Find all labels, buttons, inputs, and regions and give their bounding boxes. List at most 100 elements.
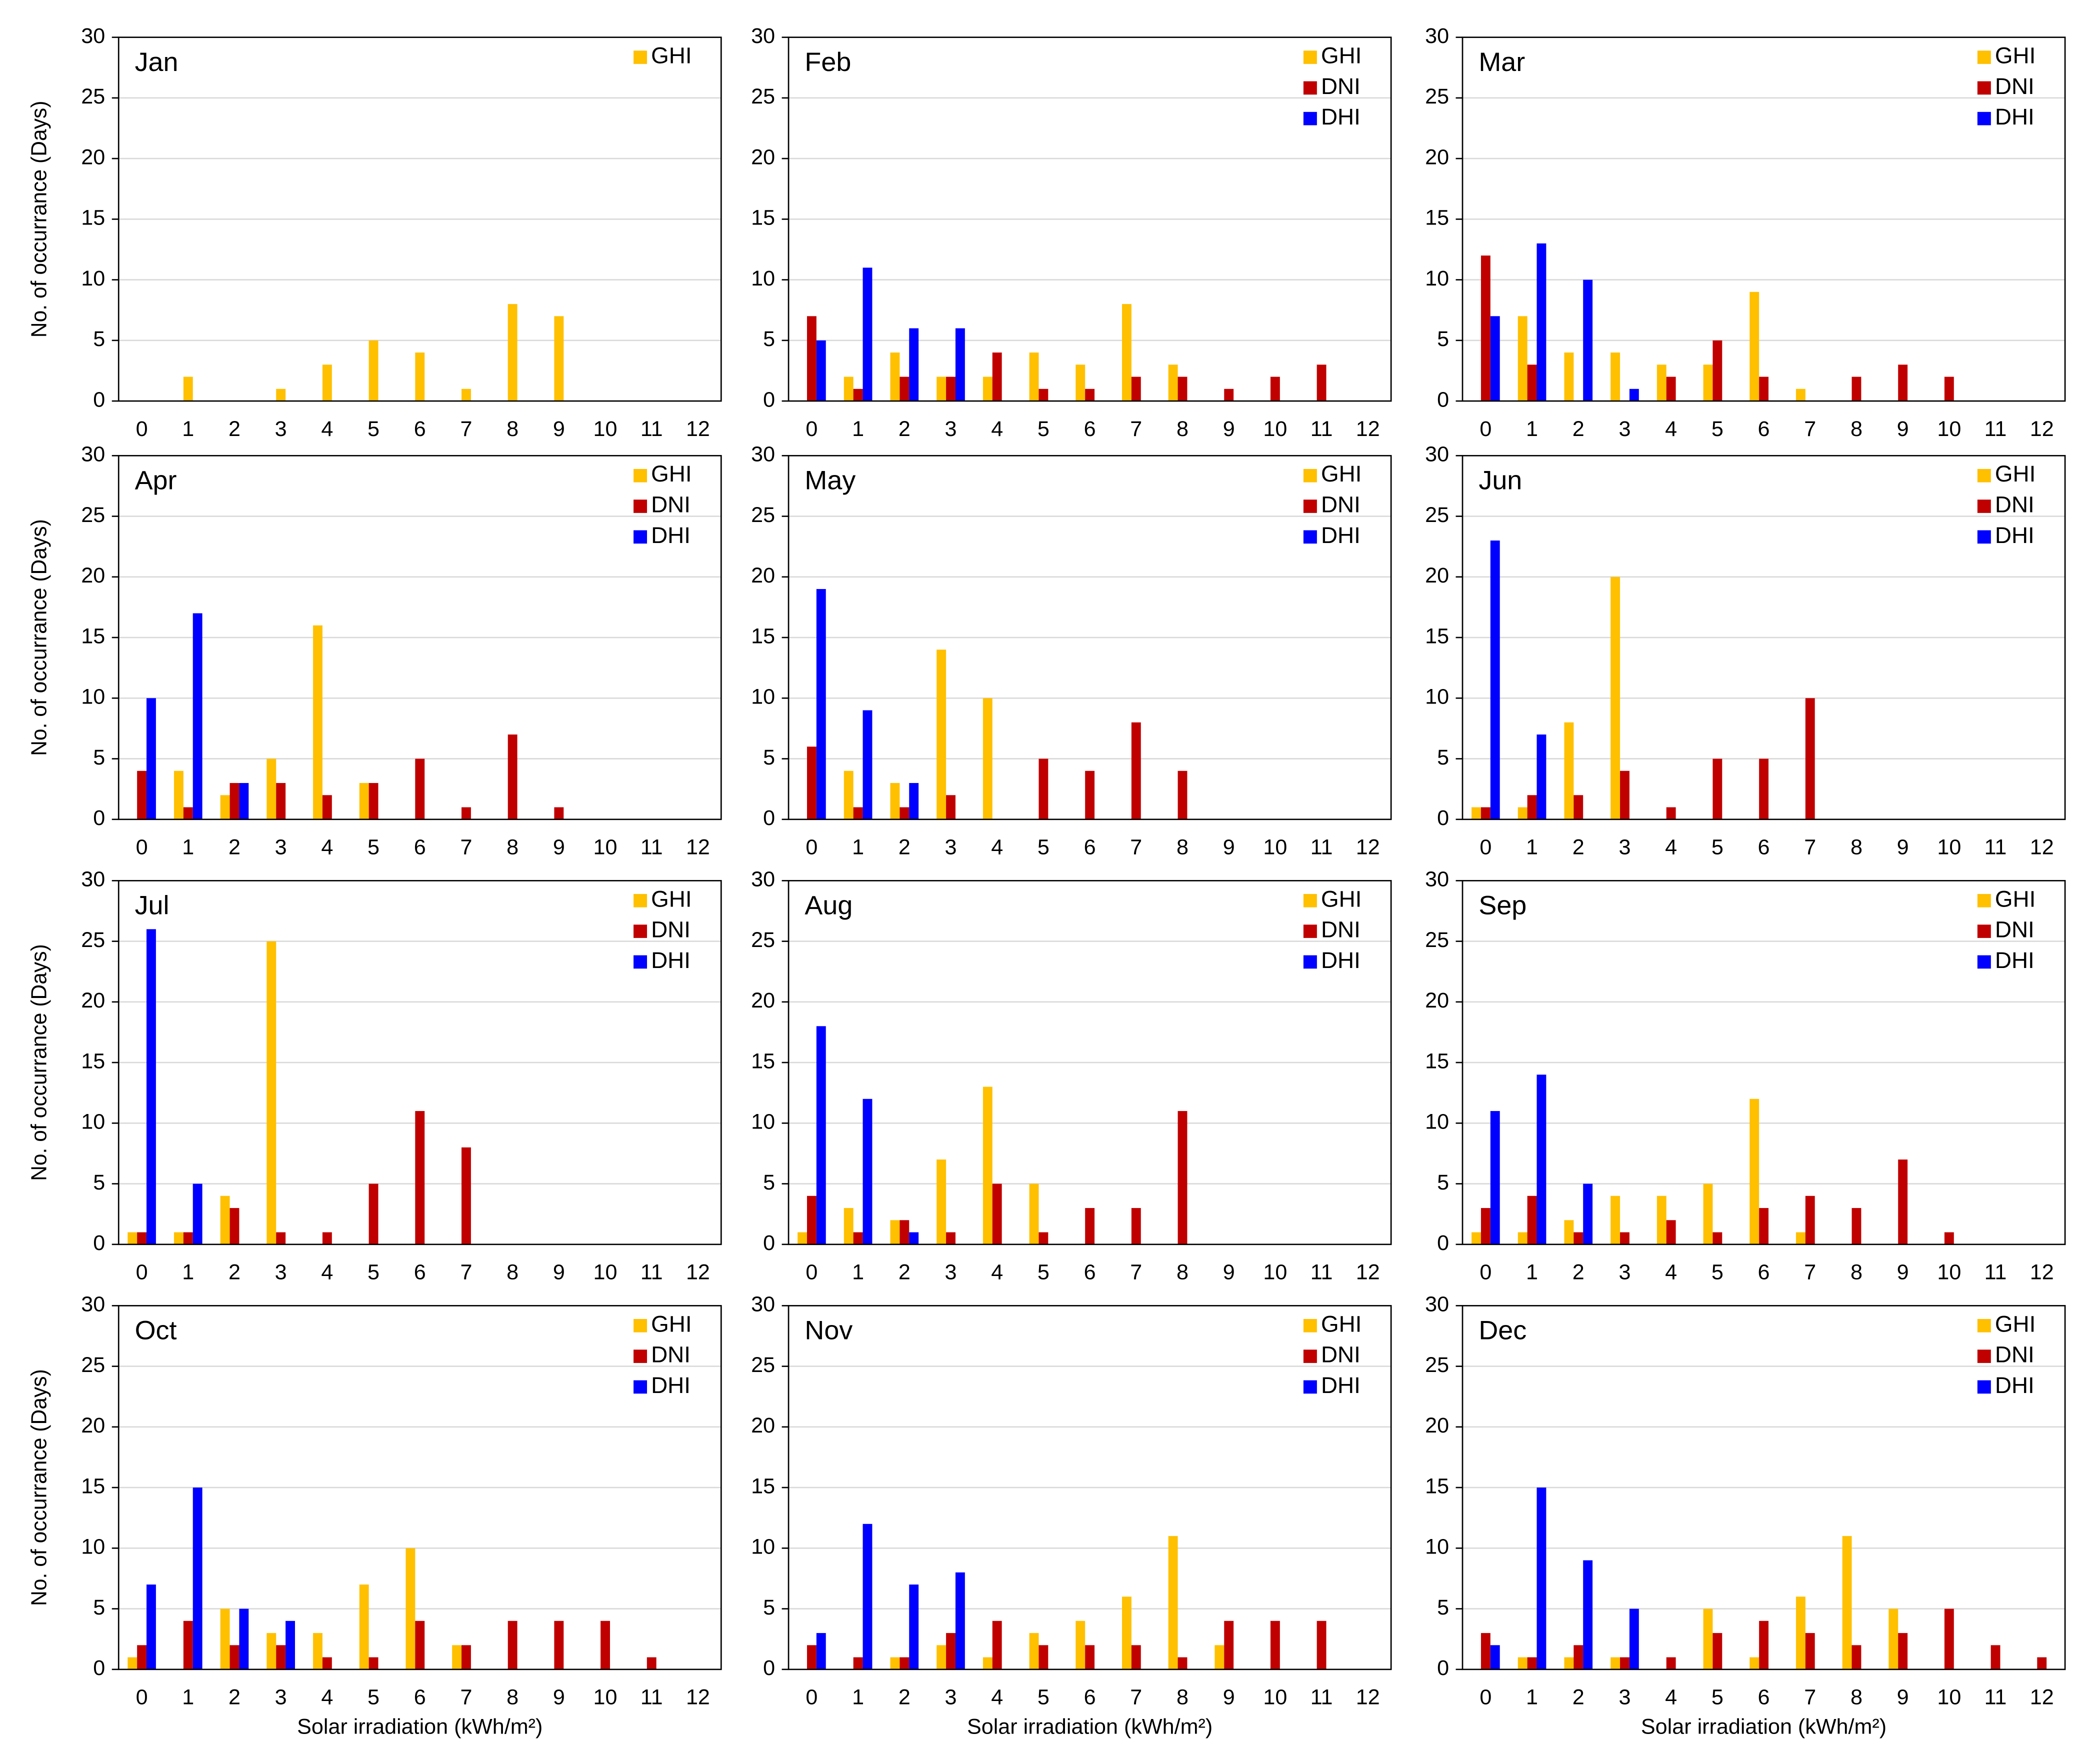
y-tick-label: 10 bbox=[81, 685, 105, 709]
y-tick-label: 15 bbox=[751, 206, 775, 230]
bar bbox=[554, 316, 564, 402]
y-axis-label: No. of occurrance (Days) bbox=[27, 519, 51, 756]
bar bbox=[798, 1232, 808, 1244]
x-tick-label: 2 bbox=[898, 1686, 910, 1710]
panel-title: Sep bbox=[1478, 890, 1526, 920]
bar bbox=[1168, 364, 1178, 402]
bar bbox=[890, 1220, 900, 1244]
x-tick-label: 11 bbox=[1310, 1260, 1333, 1284]
bar bbox=[183, 1232, 193, 1244]
bar bbox=[1131, 722, 1141, 820]
bar bbox=[1076, 1620, 1086, 1670]
legend-swatch bbox=[1977, 924, 1991, 938]
bar bbox=[239, 1608, 249, 1670]
x-tick-label: 7 bbox=[460, 836, 472, 860]
x-tick-label: 5 bbox=[368, 1260, 380, 1284]
legend-label: GHI bbox=[1321, 461, 1362, 486]
y-tick-label: 0 bbox=[1437, 1231, 1449, 1255]
bar bbox=[359, 1584, 369, 1670]
legend-label: DNI bbox=[651, 492, 690, 518]
bar bbox=[230, 783, 240, 820]
x-tick-label: 10 bbox=[1937, 1686, 1961, 1710]
panel-title: Jul bbox=[135, 890, 170, 920]
bar bbox=[462, 1147, 471, 1244]
x-tick-label: 2 bbox=[898, 836, 910, 860]
x-tick-label: 8 bbox=[1850, 1260, 1862, 1284]
x-tick-label: 7 bbox=[460, 1686, 472, 1710]
bar bbox=[1805, 1633, 1815, 1670]
panel-title: Nov bbox=[804, 1316, 852, 1346]
y-tick-label: 20 bbox=[1425, 1414, 1449, 1438]
x-tick-label: 1 bbox=[182, 1686, 194, 1710]
x-tick-label: 1 bbox=[1526, 1260, 1538, 1284]
bar bbox=[415, 758, 425, 820]
y-tick-label: 20 bbox=[81, 988, 105, 1012]
legend-label: GHI bbox=[1995, 1312, 2036, 1337]
bar bbox=[1131, 376, 1141, 402]
bar bbox=[406, 1548, 416, 1670]
bar bbox=[1852, 376, 1862, 402]
bar bbox=[955, 1572, 965, 1670]
bar bbox=[816, 589, 826, 820]
legend-label: GHI bbox=[651, 1312, 692, 1337]
bar bbox=[1178, 376, 1188, 402]
y-tick-label: 15 bbox=[751, 624, 775, 648]
y-axis-label: No. of occurrance (Days) bbox=[27, 1369, 51, 1606]
x-tick-label: 9 bbox=[553, 417, 565, 441]
x-tick-label: 11 bbox=[1984, 417, 2007, 441]
bar bbox=[1712, 1633, 1722, 1670]
x-tick-label: 0 bbox=[1480, 417, 1492, 441]
bar bbox=[1518, 1232, 1528, 1244]
bar bbox=[1316, 364, 1326, 402]
y-tick-label: 25 bbox=[81, 1353, 105, 1377]
x-tick-label: 6 bbox=[1758, 417, 1770, 441]
bar bbox=[1122, 1596, 1132, 1670]
x-tick-label: 8 bbox=[506, 836, 518, 860]
x-tick-label: 6 bbox=[1084, 1686, 1096, 1710]
legend-swatch bbox=[1303, 500, 1317, 513]
x-tick-label: 1 bbox=[182, 417, 194, 441]
bar bbox=[415, 352, 425, 402]
x-tick-label: 4 bbox=[321, 1260, 333, 1284]
x-tick-label: 3 bbox=[1618, 1260, 1630, 1284]
legend-label: DHI bbox=[651, 522, 690, 548]
x-tick-label: 9 bbox=[1223, 1686, 1235, 1710]
bar bbox=[1168, 1536, 1178, 1670]
x-tick-label: 9 bbox=[1897, 836, 1909, 860]
bar bbox=[1131, 1208, 1141, 1244]
legend-swatch bbox=[634, 530, 648, 544]
y-tick-label: 15 bbox=[81, 1050, 105, 1074]
x-tick-label: 7 bbox=[1130, 1260, 1142, 1284]
x-tick-label: 8 bbox=[1850, 417, 1862, 441]
legend-label: DNI bbox=[651, 1342, 690, 1368]
bar bbox=[982, 1086, 992, 1244]
x-tick-label: 3 bbox=[275, 1686, 287, 1710]
x-tick-label: 11 bbox=[1984, 1260, 2007, 1284]
y-tick-label: 5 bbox=[1437, 1170, 1449, 1194]
legend-swatch bbox=[634, 924, 648, 938]
bar bbox=[1527, 1196, 1537, 1244]
bar bbox=[1085, 388, 1095, 402]
x-tick-label: 11 bbox=[640, 1686, 663, 1710]
y-tick-label: 20 bbox=[751, 988, 775, 1012]
y-tick-label: 5 bbox=[1437, 746, 1449, 770]
y-tick-label: 25 bbox=[81, 84, 105, 108]
bar bbox=[1759, 376, 1768, 402]
x-tick-label: 10 bbox=[1263, 1260, 1287, 1284]
bar bbox=[1750, 292, 1760, 402]
legend-label: GHI bbox=[651, 461, 692, 486]
bar bbox=[1898, 364, 1908, 402]
x-tick-label: 4 bbox=[991, 417, 1003, 441]
x-tick-label: 5 bbox=[368, 417, 380, 441]
bar bbox=[1178, 1657, 1188, 1670]
legend-swatch bbox=[634, 1319, 648, 1332]
bar bbox=[192, 613, 202, 820]
bar bbox=[322, 795, 332, 820]
bar bbox=[1085, 770, 1095, 820]
bar bbox=[992, 1184, 1002, 1244]
x-tick-label: 11 bbox=[1310, 1686, 1333, 1710]
x-tick-label: 7 bbox=[460, 417, 472, 441]
bar bbox=[1750, 1657, 1760, 1670]
bar bbox=[816, 1026, 826, 1244]
